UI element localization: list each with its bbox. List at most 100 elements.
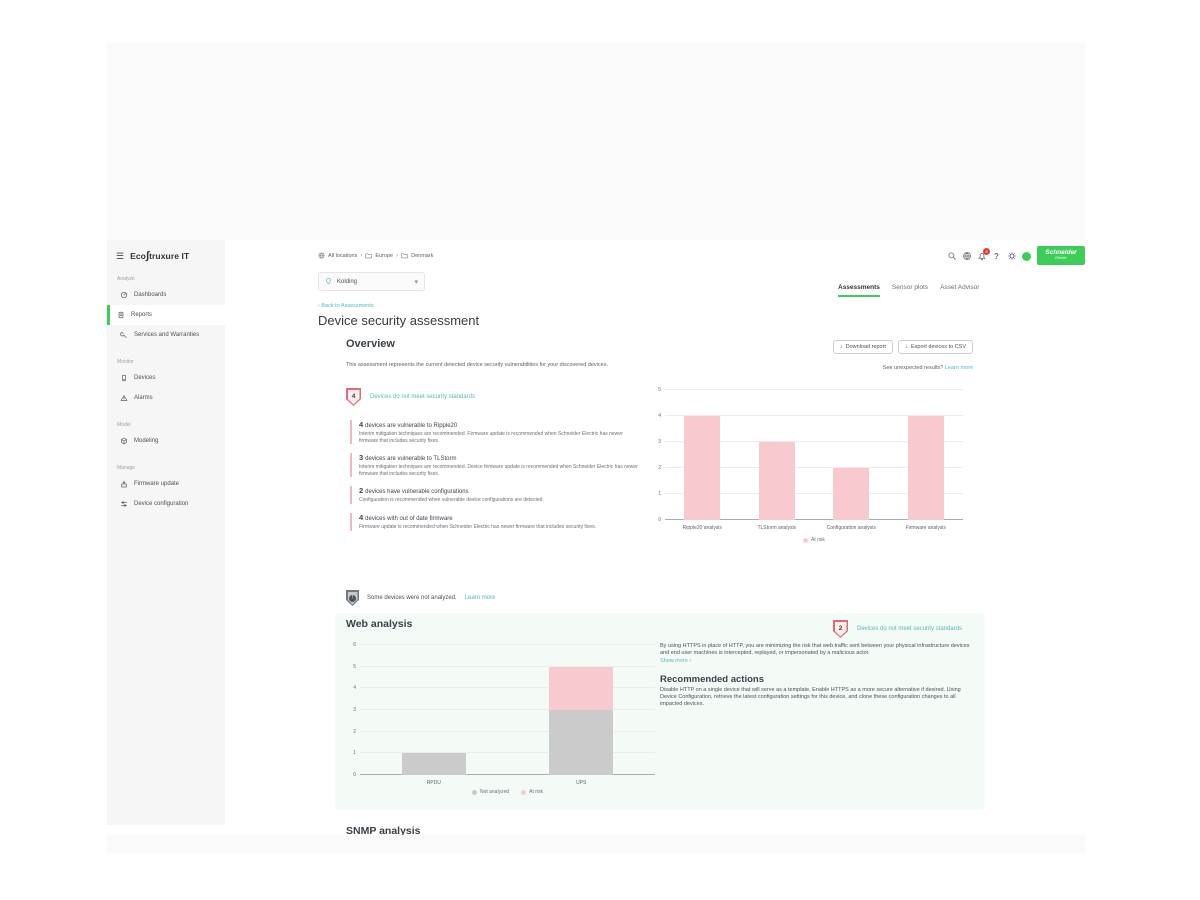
- sidebar-item-firmware-update[interactable]: Firmware update: [107, 474, 225, 494]
- bar-at-risk: [833, 468, 870, 520]
- page-title: Device security assessment: [318, 313, 480, 328]
- findings-list: 4 devices are vulnerable to Ripple20 Inte…: [350, 420, 650, 540]
- learn-more-link[interactable]: Learn more: [464, 595, 496, 601]
- download-icon: ↓: [839, 344, 843, 350]
- bar-not-analyzed: [549, 710, 614, 775]
- snmp-analysis-heading: SNMP analysis: [346, 825, 421, 835]
- location-selector[interactable]: Kolding ▾: [318, 272, 425, 291]
- tab-asset-advisor[interactable]: Asset Advisor: [940, 284, 980, 291]
- y-axis-tick: 0: [353, 772, 356, 778]
- sidebar-item-devices[interactable]: Devices: [107, 368, 225, 388]
- globe-icon[interactable]: [961, 251, 972, 262]
- legend-dot-icon: [471, 789, 477, 795]
- gridline: [360, 709, 655, 710]
- hamburger-menu-icon[interactable]: ☰: [116, 250, 125, 261]
- sidebar-item-alarms[interactable]: Alarms: [107, 388, 225, 408]
- finding-configuration: 2 devices have vulnerable configurations …: [350, 486, 650, 504]
- overview-risk-chart: 0 1 2 3 4 5 Ripple20 analysis TLStorm analysis C…: [658, 387, 964, 531]
- notification-badge: 4: [983, 247, 990, 255]
- y-axis-tick: 5: [658, 387, 661, 393]
- tab-sensor-plots[interactable]: Sensor plots: [891, 284, 929, 291]
- web-analysis-chart: 0 1 2 3 4 5 6 RPDU UPS: [353, 642, 656, 786]
- settings-gear-icon[interactable]: [1006, 251, 1017, 262]
- bar-slot: RPDU: [360, 645, 508, 786]
- finding-ripple20: 4 devices are vulnerable to Ripple20 Inte…: [350, 420, 650, 445]
- not-analyzed-shield-icon: !: [346, 590, 359, 606]
- x-axis-label: RPDU: [426, 780, 441, 786]
- overview-heading: Overview: [346, 338, 395, 350]
- download-report-button[interactable]: ↓ Download report: [832, 340, 893, 354]
- sidebar-item-modeling[interactable]: Modeling: [107, 431, 225, 451]
- web-analysis-text-column: By using HTTPS in place of HTTP, you are…: [660, 643, 976, 708]
- bar-slot: TLStorm analysis: [740, 390, 815, 531]
- bar-slot: UPS: [508, 645, 656, 786]
- y-axis-tick: 2: [353, 728, 356, 735]
- risk-shield-icon: 2: [833, 620, 848, 638]
- overview-description: This assessment represents the current d…: [346, 362, 608, 368]
- risk-shield-icon: 4: [346, 388, 361, 406]
- bar-slot: Configuration analysis: [814, 390, 889, 531]
- sidebar-item-reports[interactable]: Reports: [107, 305, 225, 325]
- gridline: [665, 519, 963, 520]
- ecostruxure-swirl-glyph: ∫: [145, 250, 150, 262]
- gridline: [665, 415, 963, 416]
- web-analysis-paragraph: By using HTTPS in place of HTTP, you are…: [660, 643, 970, 657]
- x-axis-label: TLStorm analysis: [757, 525, 797, 531]
- gridline: [360, 644, 655, 645]
- unexpected-results: See unexpected results? Learn more: [882, 365, 973, 371]
- x-axis-label: UPS: [576, 780, 587, 786]
- gridline: [360, 687, 655, 689]
- bar-not-analyzed: [401, 753, 466, 775]
- back-to-assessments-link[interactable]: ‹ Back to Assessments: [318, 303, 374, 309]
- breadcrumb-denmark[interactable]: Denmark: [411, 252, 434, 259]
- breadcrumb: All locations › Europe › Denmark: [318, 252, 433, 259]
- gridline: [360, 752, 655, 754]
- y-axis-tick: 3: [353, 707, 356, 713]
- sidebar-section-analyze: Analyze: [117, 276, 135, 282]
- bar-at-risk: [907, 416, 944, 520]
- tab-assessments[interactable]: Assessments: [838, 284, 880, 297]
- learn-more-link[interactable]: Learn more: [944, 365, 973, 371]
- schneider-electric-logo[interactable]: Schneider Electric: [1037, 246, 1085, 265]
- sidebar-item-device-configuration[interactable]: Device configuration: [107, 494, 225, 514]
- sidebar-item-services-warranties[interactable]: Services and Warranties: [107, 325, 225, 345]
- breadcrumb-europe[interactable]: Europe: [375, 252, 394, 259]
- breadcrumb-separator: ›: [396, 252, 399, 259]
- topbar-icons: 4 ?: [946, 247, 1032, 263]
- help-icon[interactable]: ?: [994, 251, 999, 261]
- location-selector-value: Kolding: [337, 278, 358, 285]
- y-axis-tick: 0: [658, 517, 661, 523]
- legend-item: Not analyzed: [471, 789, 509, 795]
- bar-slot: Ripple20 analysis: [665, 390, 740, 531]
- x-axis-label: Configuration analysis: [826, 525, 876, 531]
- y-axis-tick: 2: [658, 465, 661, 471]
- notifications-bell-icon[interactable]: 4: [976, 247, 990, 262]
- device-icon: [122, 374, 126, 382]
- bar-at-risk: [549, 666, 614, 710]
- recommended-actions-text: Disable HTTP on a single device that wil…: [660, 686, 961, 708]
- devices-not-meeting-standards-link[interactable]: Devices do not meet security standards: [370, 394, 476, 400]
- ecostruxure-logo: Eco∫truxure IT: [130, 250, 190, 262]
- bar-slot: Firmware analysis: [889, 390, 964, 531]
- sidebar-item-dashboards[interactable]: Dashboards: [107, 285, 225, 305]
- sidebar-section-monitor: Monitor: [117, 359, 134, 365]
- bar-at-risk: [684, 416, 721, 520]
- y-axis-tick: 6: [353, 642, 356, 648]
- breadcrumb-all-locations[interactable]: All locations: [328, 252, 358, 259]
- report-tabs: Assessments Sensor plots Asset Advisor: [838, 284, 979, 297]
- alarm-warning-icon: [120, 395, 128, 401]
- search-icon[interactable]: [946, 251, 957, 262]
- web-analysis-heading: Web analysis: [346, 618, 413, 630]
- gridline: [665, 493, 963, 494]
- user-avatar[interactable]: [1021, 251, 1032, 262]
- show-more-link[interactable]: Show more ›: [660, 658, 692, 665]
- x-axis-label: Firmware analysis: [905, 525, 946, 531]
- export-devices-csv-button[interactable]: ↓ Export devices to CSV: [897, 340, 973, 354]
- y-axis-tick: 4: [353, 685, 356, 692]
- dashboard-gauge-icon: [120, 291, 128, 299]
- recommended-actions-heading: Recommended actions: [660, 673, 764, 685]
- web-analysis-chart-legend: Not analyzed At risk: [360, 789, 655, 795]
- cube-icon: [121, 437, 127, 445]
- download-icon: ↓: [904, 344, 908, 350]
- devices-not-meeting-standards-link[interactable]: Devices do not meet security standards: [857, 626, 963, 632]
